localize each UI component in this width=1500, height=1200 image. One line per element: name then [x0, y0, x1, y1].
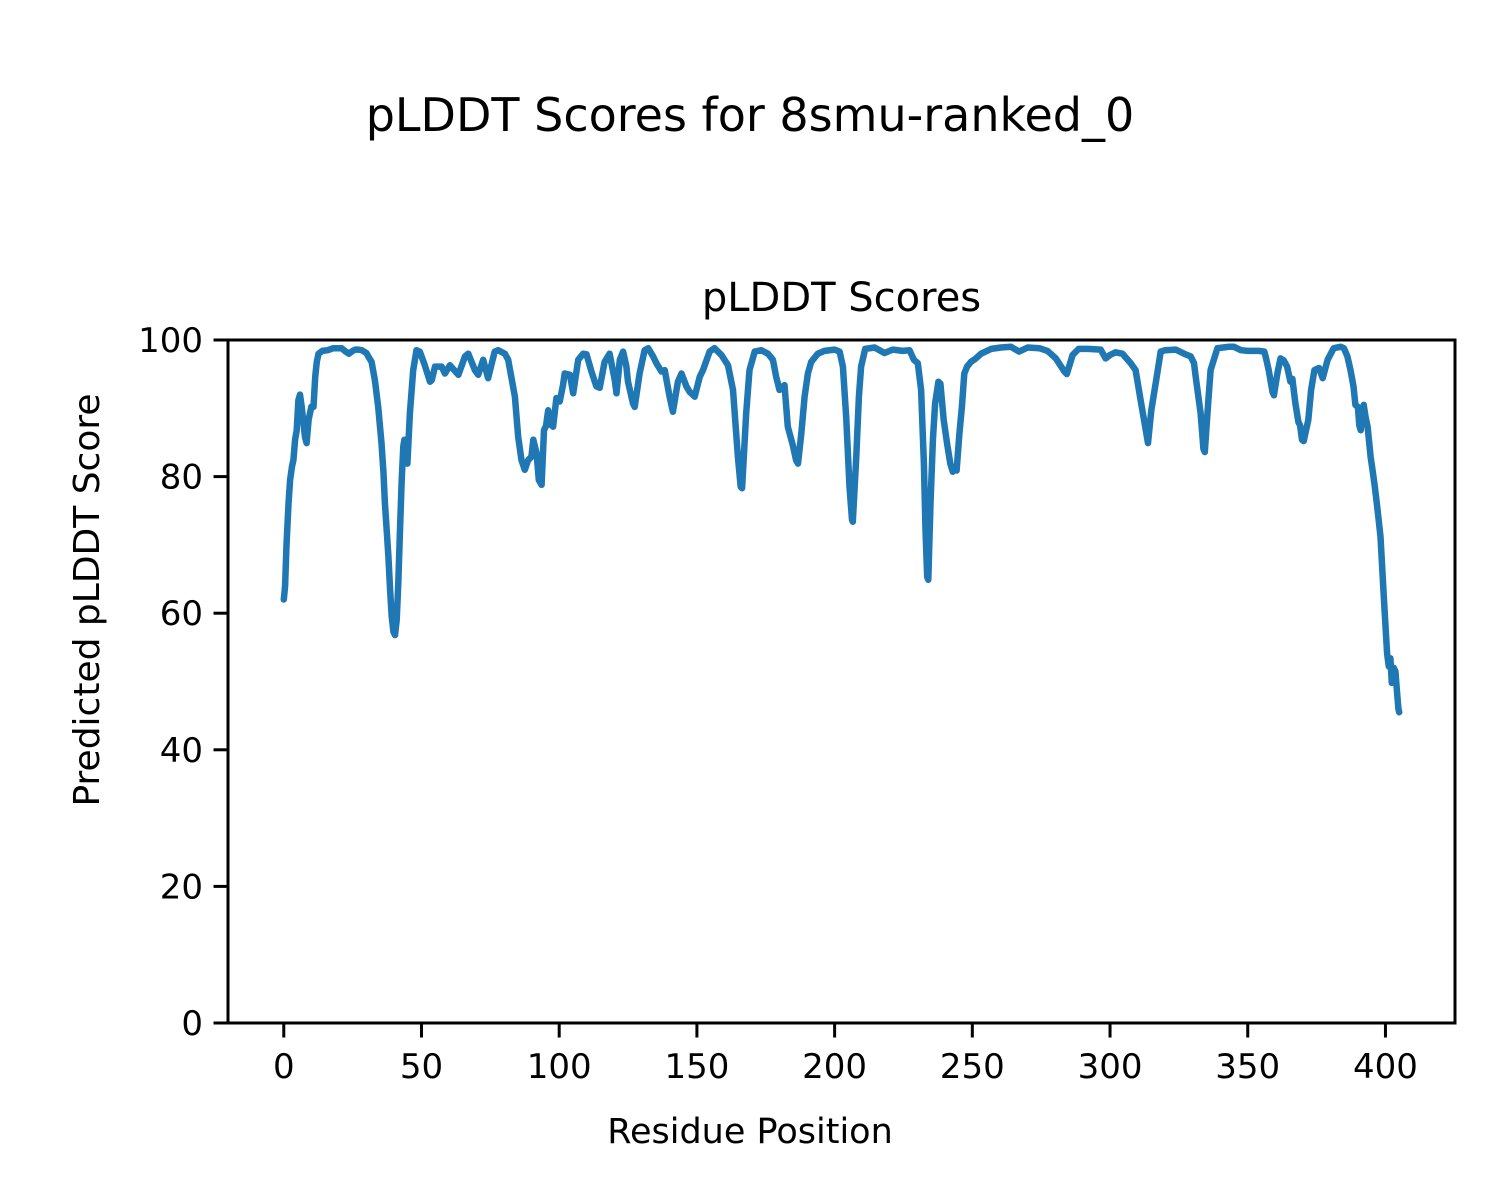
x-tick-label: 300	[1078, 1047, 1143, 1087]
plddt-line	[280, 343, 1403, 716]
y-tick-label: 20	[160, 867, 203, 907]
y-tick-label: 60	[160, 594, 203, 634]
x-tick-label: 350	[1215, 1047, 1280, 1087]
axes-title: pLDDT Scores	[701, 275, 982, 321]
x-tick-label: 50	[400, 1047, 443, 1087]
y-tick-label: 80	[160, 458, 203, 498]
x-tick-label: 0	[273, 1047, 295, 1087]
axes-frame	[226, 338, 1457, 1025]
x-tick-label: 100	[527, 1047, 592, 1087]
y-tick-label: 100	[138, 321, 203, 361]
figure-suptitle: pLDDT Scores for 8smu-ranked_0	[365, 88, 1135, 142]
x-tick-label: 250	[940, 1047, 1005, 1087]
x-axis-label: Residue Position	[607, 1112, 893, 1152]
y-tick-label: 0	[181, 1004, 203, 1044]
x-tick-label: 200	[802, 1047, 867, 1087]
y-tick-label: 40	[160, 731, 203, 771]
x-tick-label: 400	[1353, 1047, 1418, 1087]
x-tick-label: 150	[664, 1047, 729, 1087]
